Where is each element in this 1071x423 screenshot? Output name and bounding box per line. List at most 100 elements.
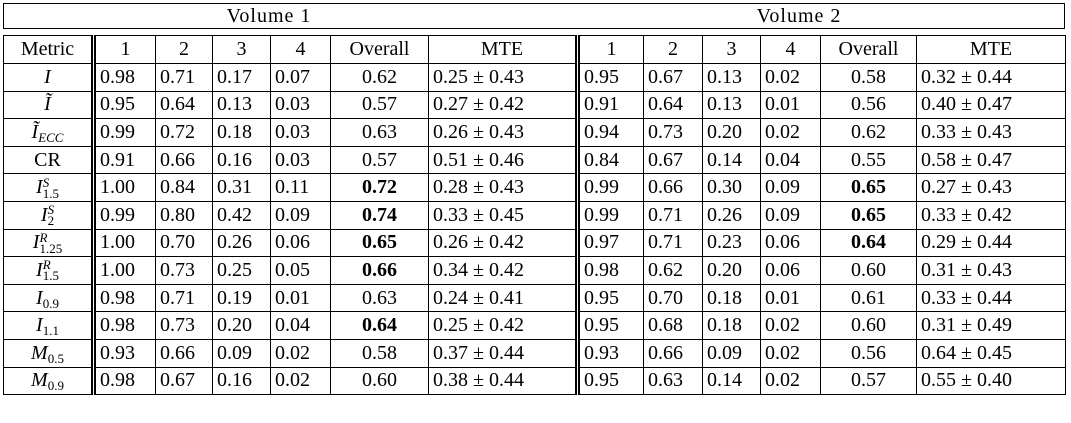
value-cell: 0.67: [155, 366, 213, 396]
value-cell: 0.56: [820, 338, 917, 368]
value-cell: 0.18: [702, 311, 761, 340]
group-header: Volume 1 Volume 2: [3, 3, 1065, 29]
value-cell: 0.28 ± 0.43: [428, 173, 578, 202]
value-cell: 0.06: [760, 256, 821, 285]
value-cell: 0.72: [155, 118, 213, 147]
metric-sub: 0.9: [47, 378, 64, 394]
metric-label: I S 1.5: [36, 174, 59, 201]
metric-sub: ECC: [38, 129, 64, 145]
metric-base: I: [44, 65, 51, 88]
value-cell: 0.31: [212, 173, 271, 202]
value-cell: 1.00: [91, 256, 156, 285]
value-cell: 0.20: [702, 256, 761, 285]
table-row: I 0.98 0.71 0.17 0.07 0.62 0.25 ± 0.43 0.95 0.67…: [3, 63, 1066, 92]
metric-cell: I S 1.5: [3, 173, 94, 202]
value-cell: 0.72: [330, 173, 429, 202]
column-header: 3: [702, 35, 761, 64]
value-cell: 0.98: [91, 283, 156, 313]
metric-scripts: 1.1: [43, 324, 59, 337]
value-cell: 0.65: [820, 173, 917, 202]
value-cell: 0.70: [643, 283, 703, 313]
value-cell: 0.57: [330, 145, 429, 175]
value-cell: 0.38 ± 0.44: [428, 366, 578, 396]
value-cell: 0.94: [575, 118, 644, 147]
value-cell: 0.64: [330, 311, 429, 340]
value-cell: 0.37 ± 0.44: [428, 338, 578, 368]
value-cell: 0.63: [330, 283, 429, 313]
metric-base: I: [40, 203, 48, 226]
metric-cell: M 0.5: [3, 338, 94, 368]
metric-cell: Ĩ ECC: [3, 118, 94, 147]
value-cell: 0.14: [702, 366, 761, 396]
value-cell: 0.71: [155, 283, 213, 313]
value-cell: 0.99: [575, 200, 644, 230]
table-row: CR 0.91 0.66 0.16 0.03 0.57 0.51 ± 0.46 0.84 0.6…: [3, 145, 1066, 175]
table-row: M 0.5 0.93 0.66 0.09 0.02 0.58 0.37 ± 0.44 0.93 0…: [3, 338, 1066, 368]
value-cell: 0.25 ± 0.43: [428, 63, 578, 92]
value-cell: 0.11: [270, 173, 331, 202]
value-cell: 0.26: [702, 200, 761, 230]
metric-sup: S: [47, 202, 55, 218]
metric-sup: S: [42, 174, 50, 190]
value-cell: 0.09: [760, 200, 821, 230]
value-cell: 0.65: [330, 228, 429, 258]
value-cell: 0.95: [575, 311, 644, 340]
value-cell: 0.17: [212, 63, 271, 92]
value-cell: 0.99: [91, 200, 156, 230]
value-cell: 0.06: [270, 228, 331, 258]
metric-base: M: [31, 369, 48, 392]
column-header: Overall: [820, 35, 917, 64]
value-cell: 0.73: [643, 118, 703, 147]
value-cell: 0.33 ± 0.42: [916, 200, 1066, 230]
value-cell: 0.98: [91, 63, 156, 92]
value-cell: 0.58: [330, 338, 429, 368]
metric-label: I R 1.25: [33, 231, 63, 256]
metric-label: I: [44, 66, 51, 89]
value-cell: 0.57: [820, 366, 917, 396]
value-cell: 0.95: [575, 63, 644, 92]
metric-cell: Ĩ: [3, 90, 94, 120]
value-cell: 0.99: [91, 118, 156, 147]
metric-label: I R 1.5: [36, 258, 59, 282]
metric-base: I: [36, 258, 43, 281]
value-cell: 0.60: [820, 256, 917, 285]
value-cell: 0.02: [270, 366, 331, 396]
metric-scripts: R 1.5: [43, 258, 59, 282]
metric-base: Ĩ: [31, 120, 39, 143]
value-cell: 0.16: [212, 366, 271, 396]
value-cell: 0.04: [270, 311, 331, 340]
value-cell: 0.95: [575, 283, 644, 313]
metric-sub: 1.25: [39, 240, 63, 256]
value-cell: 0.66: [643, 338, 703, 368]
value-cell: 0.01: [760, 283, 821, 313]
value-cell: 0.57: [330, 90, 429, 120]
metric-sub: 1.5: [42, 185, 59, 201]
value-cell: 0.29 ± 0.44: [916, 228, 1066, 258]
value-cell: 0.33 ± 0.44: [916, 283, 1066, 313]
value-cell: 0.02: [760, 63, 821, 92]
metric-cell: CR: [3, 145, 94, 175]
value-cell: 0.63: [330, 118, 429, 147]
metric-scripts: 0.9: [43, 297, 59, 310]
value-cell: 0.55 ± 0.40: [916, 366, 1066, 396]
value-cell: 0.13: [212, 90, 271, 120]
value-cell: 0.68: [643, 311, 703, 340]
value-cell: 0.91: [91, 145, 156, 175]
metric-label: I 0.9: [36, 287, 59, 310]
metric-cell: I: [3, 63, 94, 92]
value-cell: 0.25: [212, 256, 271, 285]
value-cell: 0.97: [575, 228, 644, 258]
table-row: M 0.9 0.98 0.67 0.16 0.02 0.60 0.38 ± 0.44 0.95 0…: [3, 366, 1066, 396]
value-cell: 0.03: [270, 90, 331, 120]
value-cell: 0.64: [155, 90, 213, 120]
metric-cell: I R 1.5: [3, 256, 94, 285]
value-cell: 0.67: [643, 145, 703, 175]
value-cell: 0.42: [212, 200, 271, 230]
value-cell: 0.01: [760, 90, 821, 120]
value-cell: 0.09: [270, 200, 331, 230]
value-cell: 0.31 ± 0.49: [916, 311, 1066, 340]
value-cell: 0.02: [760, 366, 821, 396]
column-header: Metric: [3, 35, 94, 64]
